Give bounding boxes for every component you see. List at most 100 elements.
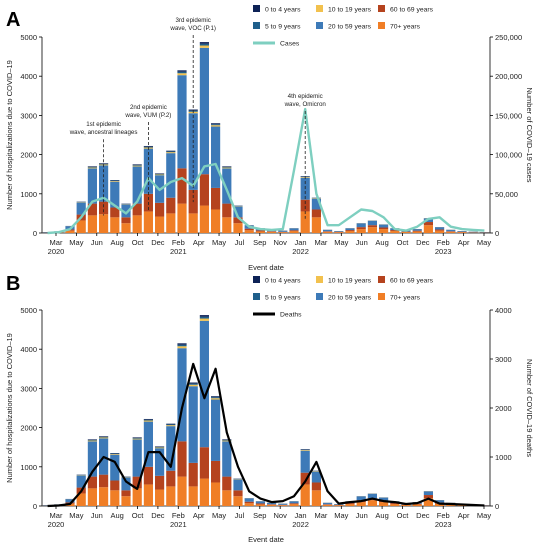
panel-b-xtick-label: May <box>69 511 83 520</box>
panel-b-ytick-label: 2000 <box>20 424 37 433</box>
panel-a-bar-70plus <box>222 217 232 233</box>
panel-a-bar-60to69 <box>199 174 209 206</box>
panel-b-bar-70plus <box>379 502 389 506</box>
panel-a-bar-60to69 <box>345 230 355 232</box>
panel-b-bar-70plus <box>345 504 355 506</box>
panel-a-annotation-text: 1st epidemic <box>86 121 121 128</box>
panel-a-xtick-label: May <box>69 238 83 247</box>
panel-b-ytick-right-label: 2000 <box>495 404 512 413</box>
panel-a-bar-60to69 <box>412 230 422 232</box>
panel-b-ytick-label: 5000 <box>20 306 37 315</box>
panel-a-bar-70plus <box>323 231 333 233</box>
panel-a-bar-20to59 <box>76 202 86 215</box>
panel-b-bar-5to9 <box>300 449 310 451</box>
panel-a-xtick-year: 2023 <box>435 247 452 256</box>
panel-b-ylabel-right: Number of COVID–19 deaths <box>525 359 533 457</box>
panel-a-bar-70plus <box>412 231 422 233</box>
panel-b-bar-70plus <box>423 498 433 506</box>
panel-b-bar-60to69 <box>300 472 310 485</box>
panel-a-ytick-right-label: 250,000 <box>495 33 522 42</box>
panel-a-bar-10to19 <box>155 174 165 176</box>
panel-a-bar-70plus <box>143 211 153 233</box>
panel-a-bar-70plus <box>446 231 456 233</box>
panel-a-xtick-year: 2021 <box>170 247 187 256</box>
panel-a-xtick-label: Sep <box>253 238 266 247</box>
panel-a-bar-60to69 <box>99 201 109 215</box>
panel-b-bar-0to4 <box>211 396 221 398</box>
panel-a-bar-0to4 <box>155 173 165 174</box>
panel-b-xtick-label: Jun <box>91 511 103 520</box>
panel-a-bar-70plus <box>65 230 75 233</box>
panel-a-bar-0to4 <box>87 166 97 167</box>
panel-a-ytick-label: 4000 <box>20 72 37 81</box>
panel-b-bar-0to4 <box>300 449 310 450</box>
panel-b-bar-20to59 <box>87 441 97 477</box>
panel-b-bar-60to69 <box>87 476 97 489</box>
panel-a-bar-60to69 <box>423 222 433 226</box>
panel-b-bar-60to69 <box>233 490 243 497</box>
panel-b-label: B <box>6 273 20 295</box>
panel-b-bar-20to59 <box>356 496 366 501</box>
panel-b-bar-60to69 <box>199 447 209 479</box>
panel-b-bar-70plus <box>110 490 120 506</box>
panel-a-legend-swatch <box>316 5 323 12</box>
panel-a-bar-60to69 <box>367 225 377 228</box>
panel-b-xtick-label: Jul <box>235 511 245 520</box>
panel-b-xtick-label: Mar <box>50 511 63 520</box>
panel-b-ytick-label: 0 <box>33 502 37 511</box>
panel-a-ytick-right-label: 0 <box>495 229 499 238</box>
panel-a-bar-70plus <box>379 229 389 233</box>
panel-a-annotation-text: wave, ancestral lineages <box>69 129 138 136</box>
panel-b-bar-20to59 <box>435 500 445 503</box>
panel-b-xtick-label: May <box>212 511 226 520</box>
panel-a-bar-20to59 <box>367 220 377 226</box>
panel-a-bar-70plus <box>367 227 377 233</box>
panel-b-bar-20to59 <box>211 399 221 461</box>
panel-a-bar-5to9 <box>177 71 187 74</box>
panel-b-ytick-label: 4000 <box>20 345 37 354</box>
panel-b-bar-5to9 <box>166 424 176 426</box>
panel-a-legend-label: 20 to 59 years <box>328 24 372 31</box>
panel-a-xtick-label: Aug <box>110 238 123 247</box>
panel-a-line-cases <box>47 107 485 235</box>
panel-b-bar-70plus <box>367 500 377 506</box>
panel-a-bar-70plus <box>255 231 265 233</box>
panel-a-bar-20to59 <box>222 168 232 204</box>
panel-a-bar-60to69 <box>289 230 299 232</box>
panel-b-bar-20to59 <box>121 477 131 491</box>
panel-a-bar-5to9 <box>222 166 232 168</box>
panel-a-bar-10to19 <box>132 165 142 167</box>
panel-b-bar-10to19 <box>110 454 120 455</box>
panel-b-legend-label: Deaths <box>280 312 302 319</box>
panel-a-xtick-label: Jul <box>235 238 245 247</box>
panel-a-bar-70plus <box>390 231 400 233</box>
panel-a-bar-20to59 <box>121 204 131 218</box>
panel-a-bar-20to59 <box>99 165 109 202</box>
panel-a-annotation-text: 2nd epidemic <box>130 104 167 111</box>
panel-a-xtick-label: May <box>477 238 491 247</box>
panel-b-bar-10to19 <box>99 437 109 439</box>
panel-b-bar-70plus <box>356 502 366 506</box>
panel-a-bar-60to69 <box>300 199 310 212</box>
panel-a-bar-0to4 <box>211 123 221 125</box>
panel-a-bar-70plus <box>99 214 109 233</box>
panel-b-bar-60to69 <box>423 495 433 499</box>
panel-b-xtick-year: 2021 <box>170 520 187 529</box>
panel-a-bar-20to59 <box>166 153 176 198</box>
panel-a-xtick-label: May <box>334 238 348 247</box>
panel-b-bar-70plus <box>390 504 400 506</box>
panel-a-bar-70plus <box>76 220 86 233</box>
panel-a-xtick-label: Jan <box>295 238 307 247</box>
panel-a-bar-60to69 <box>211 187 221 210</box>
panel-b-bar-70plus <box>334 505 344 506</box>
panel-a-legend-label: Cases <box>280 41 300 48</box>
panel-a-bar-5to9 <box>211 124 221 126</box>
panel-a-xtick-label: Mar <box>314 238 327 247</box>
panel-b-bar-5to9 <box>222 439 232 441</box>
panel-a-legend-swatch <box>316 22 323 29</box>
panel-b-bar-60to69 <box>110 480 120 491</box>
panel-b-legend-swatch <box>253 276 260 283</box>
panel-b-ytick-label: 1000 <box>20 463 37 472</box>
panel-a-xtick-label: Oct <box>397 238 410 247</box>
panel-a-bar-20to59 <box>211 126 221 188</box>
